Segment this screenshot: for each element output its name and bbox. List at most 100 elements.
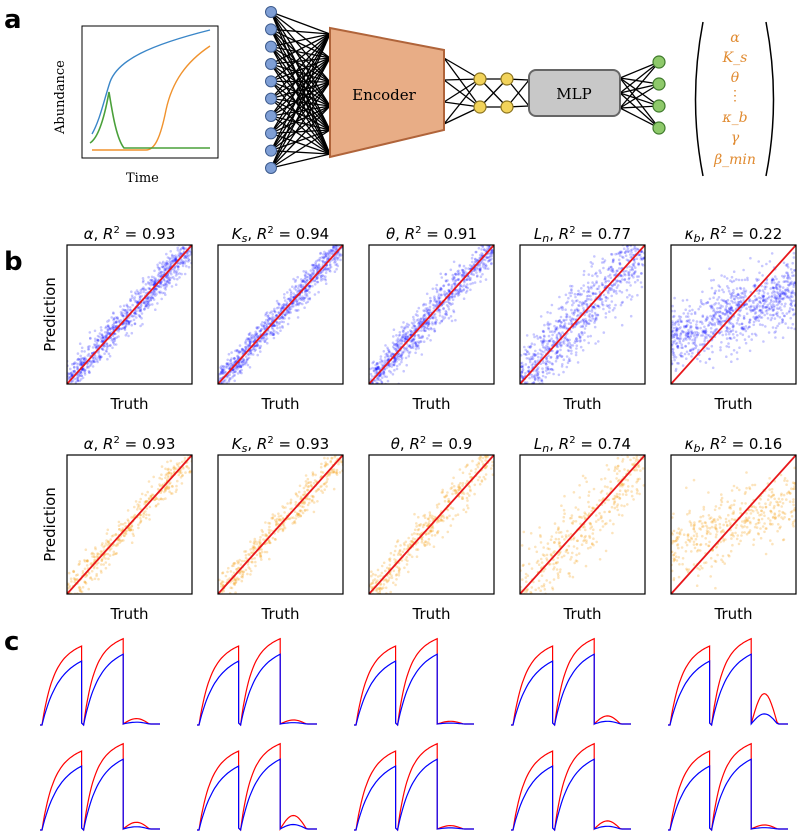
scatter-point [254, 332, 257, 336]
scatter-point [108, 332, 111, 335]
scatter-point [372, 369, 376, 373]
scatter-point [552, 341, 556, 345]
scatter-point [424, 307, 428, 311]
scatter-point [96, 552, 99, 555]
scatter-point [681, 346, 684, 350]
scatter-point [535, 385, 538, 388]
scatter-point [93, 329, 97, 333]
param-alpha: α [730, 30, 740, 46]
scatter-point [775, 313, 779, 316]
scatter-point [410, 321, 414, 325]
scatter-point [542, 361, 545, 365]
scatter-point [135, 316, 138, 319]
scatter-point [725, 337, 729, 340]
scatter-point [601, 300, 604, 304]
scatter-point [115, 321, 118, 324]
scatter-point [547, 323, 551, 327]
scatter-point [629, 284, 632, 287]
scatter-point [737, 313, 740, 316]
scatter-point [341, 233, 344, 236]
scatter-point [675, 328, 678, 332]
scatter-point [730, 275, 734, 279]
scatter-point [751, 299, 755, 303]
scatter-point [581, 304, 584, 307]
scatter-point [444, 272, 448, 276]
scatter-point [281, 325, 284, 328]
scatter-point [523, 345, 526, 349]
scatter-point [319, 271, 323, 275]
scatter-point [727, 310, 731, 314]
scatter-point [104, 557, 107, 560]
scatter-point [73, 578, 77, 582]
scatter-point [711, 322, 714, 326]
scatter-point [558, 318, 562, 322]
scatter-point [80, 346, 84, 350]
scatter-point [761, 289, 765, 292]
scatter-point [629, 314, 633, 318]
scatter-point [752, 309, 755, 312]
scatter-point [629, 255, 633, 259]
scatter-point [85, 366, 89, 369]
scatter-point [104, 344, 107, 348]
scatter-point [116, 538, 120, 542]
scatter-point [578, 320, 581, 324]
scatter-point [114, 544, 118, 548]
scatter-point [738, 346, 741, 350]
connection-line [270, 28, 331, 35]
scatter-point [788, 283, 792, 286]
scatter-point [400, 358, 403, 361]
scatter-point [593, 319, 597, 323]
scatter-point [384, 344, 387, 347]
scatter-point [765, 297, 768, 301]
scatter-point [374, 369, 378, 372]
scatter-point [742, 326, 745, 329]
scatter-point [416, 314, 419, 317]
scatter-point [782, 292, 786, 295]
scatter-point [119, 522, 123, 526]
scatter-point [381, 359, 384, 363]
scatter-point [569, 294, 572, 298]
scatter-point [272, 332, 276, 336]
scatter-point [172, 270, 176, 274]
scatter-point [693, 312, 697, 316]
connection-line [270, 33, 331, 100]
title-sup: 2 [569, 225, 575, 236]
scatter-point [625, 280, 629, 284]
scatter-point [383, 375, 387, 378]
scatter-point [278, 303, 281, 307]
scatter-point [438, 308, 442, 312]
scatter-point [485, 264, 488, 268]
scatter-point [76, 379, 80, 383]
scatter-point [612, 270, 615, 273]
scatter-point [411, 337, 415, 341]
scatter-point [402, 369, 406, 373]
scatter-point [541, 386, 544, 389]
scatter-point [224, 365, 228, 368]
scatter-point [427, 328, 431, 331]
scatter-point [76, 367, 79, 371]
scatter-point [695, 330, 699, 334]
plot-title: κb, R2 = 0.22 [685, 225, 783, 245]
scatter-point [281, 326, 285, 329]
scatter-point [106, 357, 109, 361]
scatter-point [73, 365, 76, 369]
scatter-point [536, 376, 539, 380]
connection-line [443, 79, 481, 108]
scatter-point [383, 359, 387, 362]
scatter-point [324, 278, 328, 282]
scatter-point [579, 345, 583, 349]
scatter-point [696, 333, 700, 337]
scatter-point [730, 360, 733, 364]
scatter-point [773, 317, 777, 320]
scatter-point [312, 264, 315, 267]
scatter-point [126, 305, 130, 309]
scatter-point [105, 333, 108, 337]
plot-frame [519, 244, 646, 385]
scatter-point [247, 339, 250, 343]
scatter-point [445, 291, 449, 295]
scatter-point [296, 299, 300, 302]
scatter-point [752, 323, 755, 327]
scatter-point [532, 393, 535, 396]
scatter-point [585, 303, 589, 306]
scatter-point [420, 329, 423, 332]
